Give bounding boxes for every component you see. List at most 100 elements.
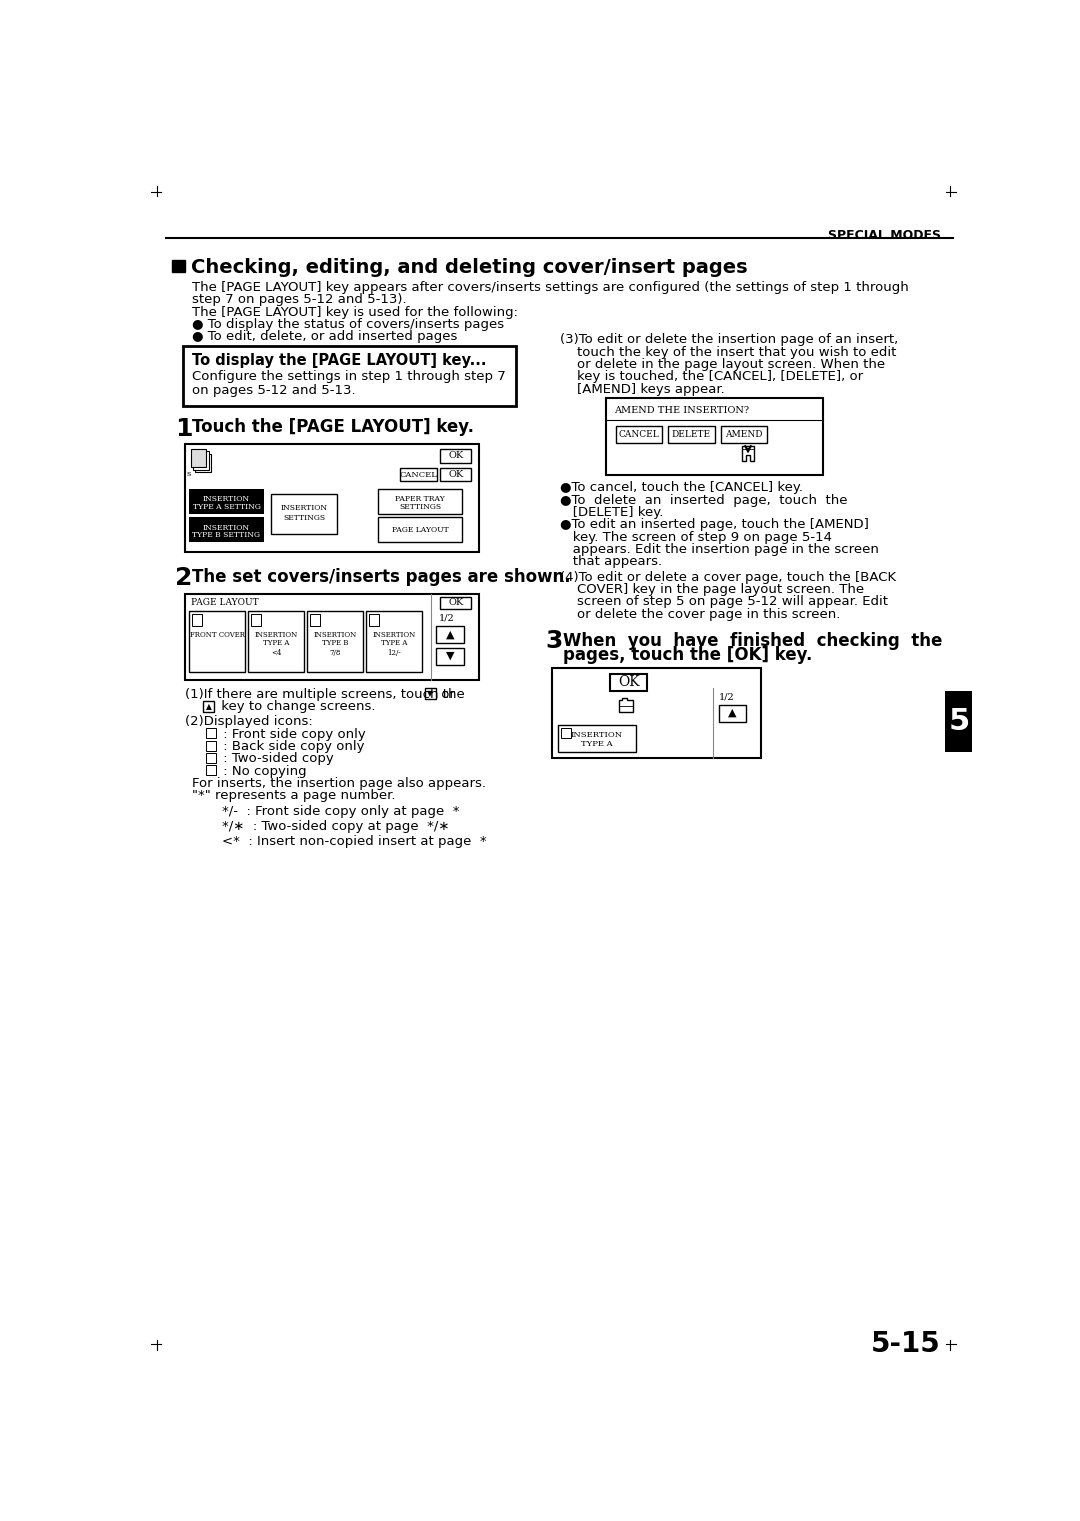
- Text: SETTINGS: SETTINGS: [283, 514, 325, 522]
- Text: AMEND THE INSERTION?: AMEND THE INSERTION?: [613, 406, 750, 415]
- Bar: [721, 426, 768, 443]
- Text: ●To cancel, touch the [CANCEL] key.: ●To cancel, touch the [CANCEL] key.: [559, 481, 802, 494]
- Text: "*" represents a page number.: "*" represents a page number.: [192, 789, 396, 802]
- Text: AMEND: AMEND: [726, 430, 762, 440]
- Text: key to change screens.: key to change screens.: [217, 700, 376, 713]
- Text: INSERTION: INSERTION: [313, 631, 356, 639]
- Text: 1/2: 1/2: [718, 692, 734, 701]
- Bar: [206, 729, 216, 739]
- Bar: [366, 610, 422, 672]
- Bar: [441, 468, 471, 481]
- Text: INSERTION: INSERTION: [571, 730, 623, 739]
- Text: or: or: [437, 687, 455, 701]
- Text: Touch the [PAGE LAYOUT] key.: Touch the [PAGE LAYOUT] key.: [192, 418, 474, 437]
- Text: [DELETE] key.: [DELETE] key.: [559, 506, 663, 519]
- Bar: [558, 724, 636, 753]
- Bar: [183, 345, 516, 406]
- Text: [AMEND] keys appear.: [AMEND] keys appear.: [559, 383, 725, 395]
- Text: For inserts, the insertion page also appears.: For inserts, the insertion page also app…: [192, 777, 486, 789]
- Text: ▲: ▲: [205, 701, 212, 710]
- Bar: [189, 488, 264, 514]
- Bar: [552, 668, 761, 759]
- Bar: [189, 610, 245, 672]
- Bar: [310, 613, 321, 627]
- Bar: [441, 596, 471, 608]
- Text: s: s: [187, 470, 191, 478]
- Text: PAGE LAYOUT: PAGE LAYOUT: [392, 526, 448, 534]
- Text: on pages 5-12 and 5-13.: on pages 5-12 and 5-13.: [192, 385, 356, 397]
- Text: TYPE A SETTING: TYPE A SETTING: [192, 503, 260, 511]
- Text: ●To edit an inserted page, touch the [AMEND]: ●To edit an inserted page, touch the [AM…: [559, 519, 868, 531]
- Text: Checking, editing, and deleting cover/insert pages: Checking, editing, and deleting cover/in…: [191, 259, 747, 277]
- Text: ▼: ▼: [428, 689, 433, 698]
- Text: key. The screen of step 9 on page 5-14: key. The screen of step 9 on page 5-14: [559, 531, 832, 543]
- Text: PAGE LAYOUT: PAGE LAYOUT: [191, 598, 258, 607]
- Text: Configure the settings in step 1 through step 7: Configure the settings in step 1 through…: [192, 371, 507, 383]
- Text: 7/8: 7/8: [329, 649, 340, 657]
- Bar: [195, 453, 211, 472]
- Bar: [424, 689, 435, 700]
- Text: OK: OK: [448, 470, 463, 479]
- Text: : Back side copy only: : Back side copy only: [218, 741, 364, 753]
- Text: To display the [PAGE LAYOUT] key...: To display the [PAGE LAYOUT] key...: [192, 353, 487, 368]
- Polygon shape: [742, 446, 754, 461]
- Text: SETTINGS: SETTINGS: [400, 503, 442, 511]
- Text: */-  : Front side copy only at page  *: */- : Front side copy only at page *: [221, 805, 459, 818]
- Text: OK: OK: [448, 598, 463, 607]
- Text: ● To display the status of covers/inserts pages: ● To display the status of covers/insert…: [192, 318, 504, 332]
- Text: CANCEL: CANCEL: [400, 470, 437, 479]
- Text: TYPE B: TYPE B: [322, 639, 348, 646]
- Text: */∗  : Two-sided copy at page  */∗: */∗ : Two-sided copy at page */∗: [221, 820, 449, 834]
- Text: 2: 2: [175, 566, 192, 590]
- Bar: [307, 610, 363, 672]
- Text: 5: 5: [949, 707, 970, 736]
- Bar: [718, 704, 746, 721]
- Bar: [203, 701, 214, 712]
- Bar: [436, 627, 464, 643]
- Text: FRONT COVER: FRONT COVER: [190, 631, 245, 639]
- Text: The set covers/inserts pages are shown.: The set covers/inserts pages are shown.: [192, 567, 571, 586]
- Text: TYPE A: TYPE A: [380, 639, 407, 646]
- Text: 12/-: 12/-: [387, 649, 401, 657]
- Bar: [206, 765, 216, 776]
- Text: COVER] key in the page layout screen. The: COVER] key in the page layout screen. Th…: [559, 583, 864, 596]
- Text: ▲: ▲: [446, 630, 455, 639]
- Bar: [206, 741, 216, 751]
- Text: appears. Edit the insertion page in the screen: appears. Edit the insertion page in the …: [559, 543, 878, 555]
- Text: : Front side copy only: : Front side copy only: [218, 727, 365, 741]
- Bar: [400, 468, 437, 481]
- Text: INSERTION: INSERTION: [373, 631, 416, 639]
- Text: key is touched, the [CANCEL], [DELETE], or: key is touched, the [CANCEL], [DELETE], …: [559, 371, 863, 383]
- Text: ●To  delete  an  inserted  page,  touch  the: ●To delete an inserted page, touch the: [559, 494, 847, 506]
- Text: : No copying: : No copying: [218, 765, 307, 777]
- Text: ● To edit, delete, or add inserted pages: ● To edit, delete, or add inserted pages: [192, 330, 458, 344]
- Bar: [192, 613, 202, 627]
- Text: ▼: ▼: [446, 651, 455, 662]
- Bar: [248, 610, 303, 672]
- Text: CANCEL: CANCEL: [619, 430, 659, 440]
- Text: <4: <4: [271, 649, 281, 657]
- Text: 5-15: 5-15: [872, 1329, 941, 1358]
- Text: step 7 on pages 5-12 and 5-13).: step 7 on pages 5-12 and 5-13).: [192, 294, 407, 306]
- Text: INSERTION: INSERTION: [281, 505, 327, 513]
- Bar: [189, 517, 264, 541]
- Bar: [206, 753, 216, 764]
- Text: (2)Displayed icons:: (2)Displayed icons:: [185, 715, 312, 729]
- Text: ▲: ▲: [728, 709, 737, 718]
- Text: TYPE A: TYPE A: [581, 741, 612, 748]
- Text: : Two-sided copy: : Two-sided copy: [218, 753, 334, 765]
- Text: INSERTION: INSERTION: [203, 496, 249, 503]
- Bar: [606, 399, 823, 475]
- Text: PAPER TRAY: PAPER TRAY: [395, 496, 445, 503]
- Bar: [669, 426, 715, 443]
- Bar: [172, 260, 185, 272]
- Text: pages, touch the [OK] key.: pages, touch the [OK] key.: [563, 646, 812, 665]
- Text: OK: OK: [448, 452, 463, 461]
- Text: When  you  have  finished  checking  the: When you have finished checking the: [563, 633, 942, 649]
- Text: <*  : Insert non-copied insert at page  *: <* : Insert non-copied insert at page *: [221, 835, 486, 849]
- Text: TYPE B SETTING: TYPE B SETTING: [192, 531, 260, 540]
- Text: 1: 1: [175, 417, 193, 441]
- Text: screen of step 5 on page 5-12 will appear. Edit: screen of step 5 on page 5-12 will appea…: [559, 595, 888, 608]
- Text: INSERTION: INSERTION: [255, 631, 298, 639]
- Polygon shape: [619, 698, 633, 712]
